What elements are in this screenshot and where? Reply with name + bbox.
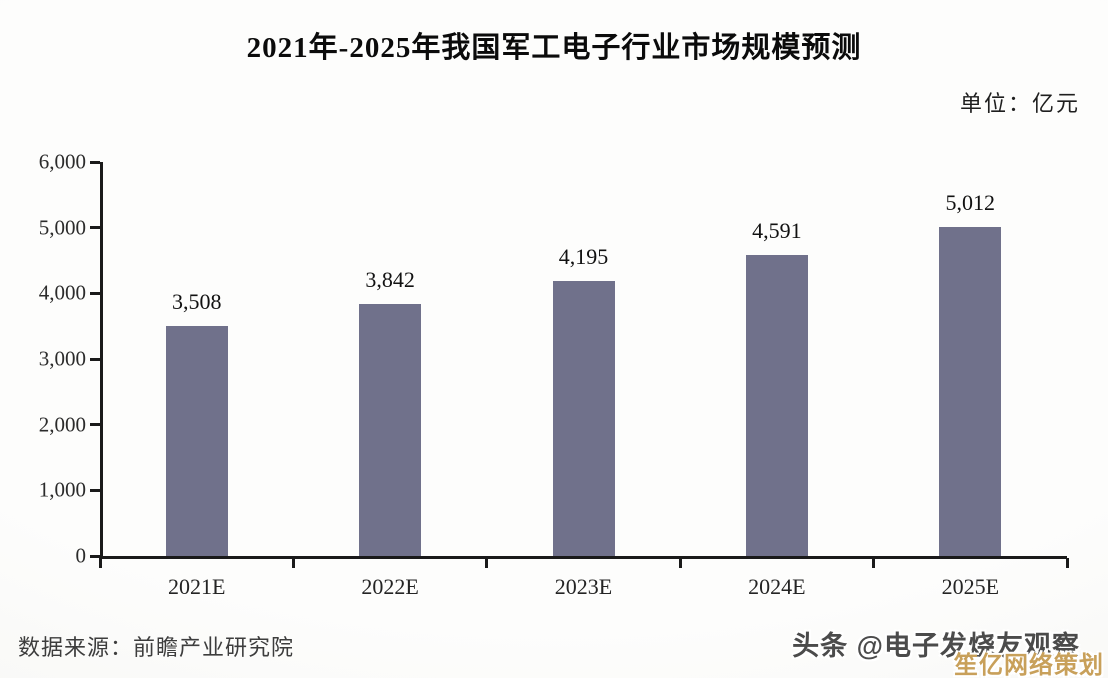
x-axis-label: 2022E [361,574,419,599]
y-axis-tick-label: 5,000 [38,215,86,240]
bar-value-label: 4,195 [558,243,609,269]
bar-2021E [165,325,228,556]
bar-2023E [552,280,615,556]
bar-value-label: 3,508 [171,288,222,314]
y-axis-tick [90,554,100,558]
bar-2025E [939,226,1002,556]
x-axis-label: 2023E [554,574,613,599]
y-axis-tick-label: 1,000 [38,477,86,502]
x-axis-tick [1065,558,1069,568]
bar-value-label: 5,012 [945,189,996,215]
y-axis-tick-label: 6,000 [38,149,86,174]
watermark-gold: 笙亿网络策划 [954,652,1104,679]
y-axis-tick [90,226,100,230]
plot-area: 0 1,000 2,000 3,000 4,000 5,000 6,000 3,508 3,8… [39,151,1069,599]
x-axis-tick [291,558,295,568]
y-axis-tick [90,423,100,427]
y-axis-tick-label: 0 [75,543,87,568]
x-axis-tick [98,558,102,568]
bar-value-label: 3,842 [365,266,415,292]
x-axis-line [100,556,1067,559]
x-axis-tick [678,558,682,568]
y-axis-line [100,162,103,556]
watermark-toutiao: 头条 @电子发烧友观察 [792,631,1080,661]
y-axis-tick [90,160,100,164]
y-axis-tick-label: 3,000 [38,346,86,371]
bar-2024E [745,254,808,556]
bar-value-label: 4,591 [752,217,802,243]
x-axis-tick [485,558,489,568]
y-axis-tick-label: 4,000 [38,280,86,305]
y-axis-tick-label: 2,000 [38,412,86,437]
bar-2022E [359,303,422,556]
x-axis-label: 2024E [748,574,806,599]
x-axis-tick [872,558,876,568]
source-label: 数据来源：前瞻产业研究院 [18,635,295,660]
chart-title: 2021年-2025年我国军工电子行业市场规模预测 [246,32,862,64]
y-axis-tick [90,488,100,492]
y-axis-tick [90,357,100,361]
x-axis-label: 2021E [167,574,226,599]
x-axis-label: 2025E [941,574,1000,599]
y-axis-tick [90,291,100,295]
unit-label: 单位：亿元 [959,91,1080,116]
